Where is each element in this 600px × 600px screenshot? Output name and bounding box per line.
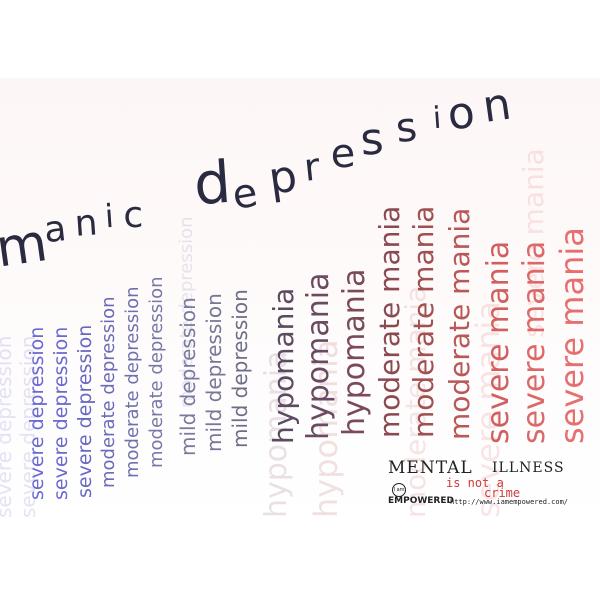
title-letter: n bbox=[73, 202, 99, 245]
title-letter: o bbox=[445, 86, 478, 141]
severe-depression-column: severe depression bbox=[50, 326, 72, 500]
mild-depression-column: mild depression bbox=[228, 289, 252, 448]
severe-mania-column: severe mania bbox=[553, 227, 591, 444]
logo-mental-text: MENTAL bbox=[388, 458, 473, 478]
title-letter: i bbox=[103, 196, 116, 236]
title-letter: n bbox=[479, 78, 515, 133]
moderate-depression-column: moderate depression bbox=[122, 286, 143, 478]
title-letter: s bbox=[393, 104, 420, 153]
ghost-column: severe depression bbox=[0, 335, 16, 518]
hypomania-column: hypomania bbox=[301, 272, 336, 440]
moderate-mania-column: moderate mania bbox=[407, 205, 440, 438]
title-letter: a bbox=[41, 208, 69, 252]
moderate-mania-column: moderate mania bbox=[443, 207, 476, 440]
logo-illness-text: ILLNESS bbox=[492, 460, 565, 476]
title-letter: e bbox=[329, 130, 357, 178]
mild-depression-column: mild depression bbox=[176, 297, 200, 456]
iam-circle-icon: I am bbox=[392, 483, 406, 497]
severe-mania-column: severe mania bbox=[517, 240, 552, 444]
logo-mental-illness: MENTAL ILLNESS is not a crime I am EMPOW… bbox=[388, 458, 588, 514]
logo-is-not-a-text: is not a bbox=[446, 476, 504, 490]
title-letter: s bbox=[358, 113, 386, 166]
logo-empowered-text: EMPOWERED bbox=[388, 496, 454, 506]
typography-art: severe depression severe depression mode… bbox=[0, 78, 600, 522]
title-letter: p bbox=[265, 150, 301, 205]
moderate-depression-column: moderate depression bbox=[146, 276, 167, 468]
title-letter: r bbox=[301, 144, 322, 190]
hypomania-column: hypomania bbox=[267, 287, 300, 444]
title-letter: c bbox=[122, 194, 144, 237]
title-letter: e bbox=[228, 169, 261, 220]
logo-crime-text: crime bbox=[484, 486, 521, 500]
title-letter: d bbox=[191, 147, 234, 219]
severe-depression-column: severe depression bbox=[74, 324, 96, 498]
moderate-depression-column: moderate depression bbox=[98, 296, 119, 488]
severe-depression-column: severe depression bbox=[26, 326, 48, 500]
title-letter: i bbox=[431, 100, 443, 137]
moderate-mania-column: moderate mania bbox=[373, 205, 406, 438]
logo-url-link[interactable]: http://www.iamempowered.com/ bbox=[450, 498, 569, 506]
severe-mania-column: severe mania bbox=[481, 240, 516, 444]
hypomania-column: hypomania bbox=[337, 268, 372, 436]
mild-depression-column: mild depression bbox=[202, 293, 226, 452]
